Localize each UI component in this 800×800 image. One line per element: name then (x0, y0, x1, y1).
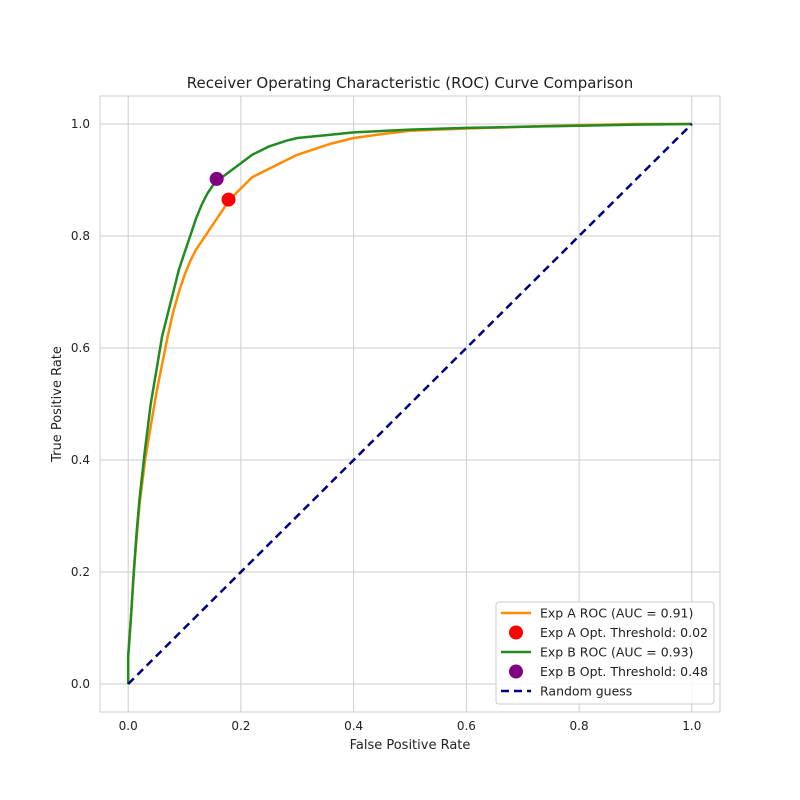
legend-marker (509, 664, 523, 679)
series-group (126, 122, 693, 685)
grid (100, 96, 720, 712)
legend-label: Exp B ROC (AUC = 0.93) (540, 645, 693, 660)
y-axis-label: True Positive Rate (50, 346, 65, 463)
legend-label: Exp B Opt. Threshold: 0.48 (540, 664, 708, 679)
y-tick-label: 1.0 (71, 117, 90, 131)
legend: Exp A ROC (AUC = 0.91) Exp A Opt. Thresho… (495, 601, 715, 705)
legend-label: Random guess (540, 684, 632, 699)
exp-a-opt-threshold-0-02-point (221, 192, 236, 207)
x-tick-label: 0.0 (119, 719, 138, 733)
x-tick-label: 0.2 (231, 719, 250, 733)
y-tick-label: 0.8 (71, 229, 90, 243)
x-tick-label: 0.4 (344, 719, 363, 733)
x-tick-label: 1.0 (682, 719, 701, 733)
y-tick-label: 0.0 (71, 677, 90, 691)
legend-label: Exp A Opt. Threshold: 0.02 (540, 625, 708, 640)
legend-label: Exp A ROC (AUC = 0.91) (540, 606, 693, 621)
exp-b-opt-threshold-0-48-point (209, 171, 224, 186)
exp-b-roc-auc-0-93-line (126, 122, 692, 684)
chart-title: Receiver Operating Characteristic (ROC) … (187, 74, 634, 92)
legend-marker (509, 625, 523, 640)
tick-labels: 0.0 0.2 0.4 0.6 0.8 1.0 0.0 0.2 0.4 0.6 0.8 1.0 (71, 117, 701, 733)
x-tick-label: 0.6 (457, 719, 476, 733)
y-tick-label: 0.2 (71, 565, 90, 579)
random-guess-line (127, 123, 693, 685)
legend-box (495, 601, 715, 705)
y-tick-label: 0.4 (71, 453, 90, 467)
x-tick-label: 0.8 (570, 719, 589, 733)
y-tick-label: 0.6 (71, 341, 90, 355)
x-axis-label: False Positive Rate (350, 738, 471, 753)
